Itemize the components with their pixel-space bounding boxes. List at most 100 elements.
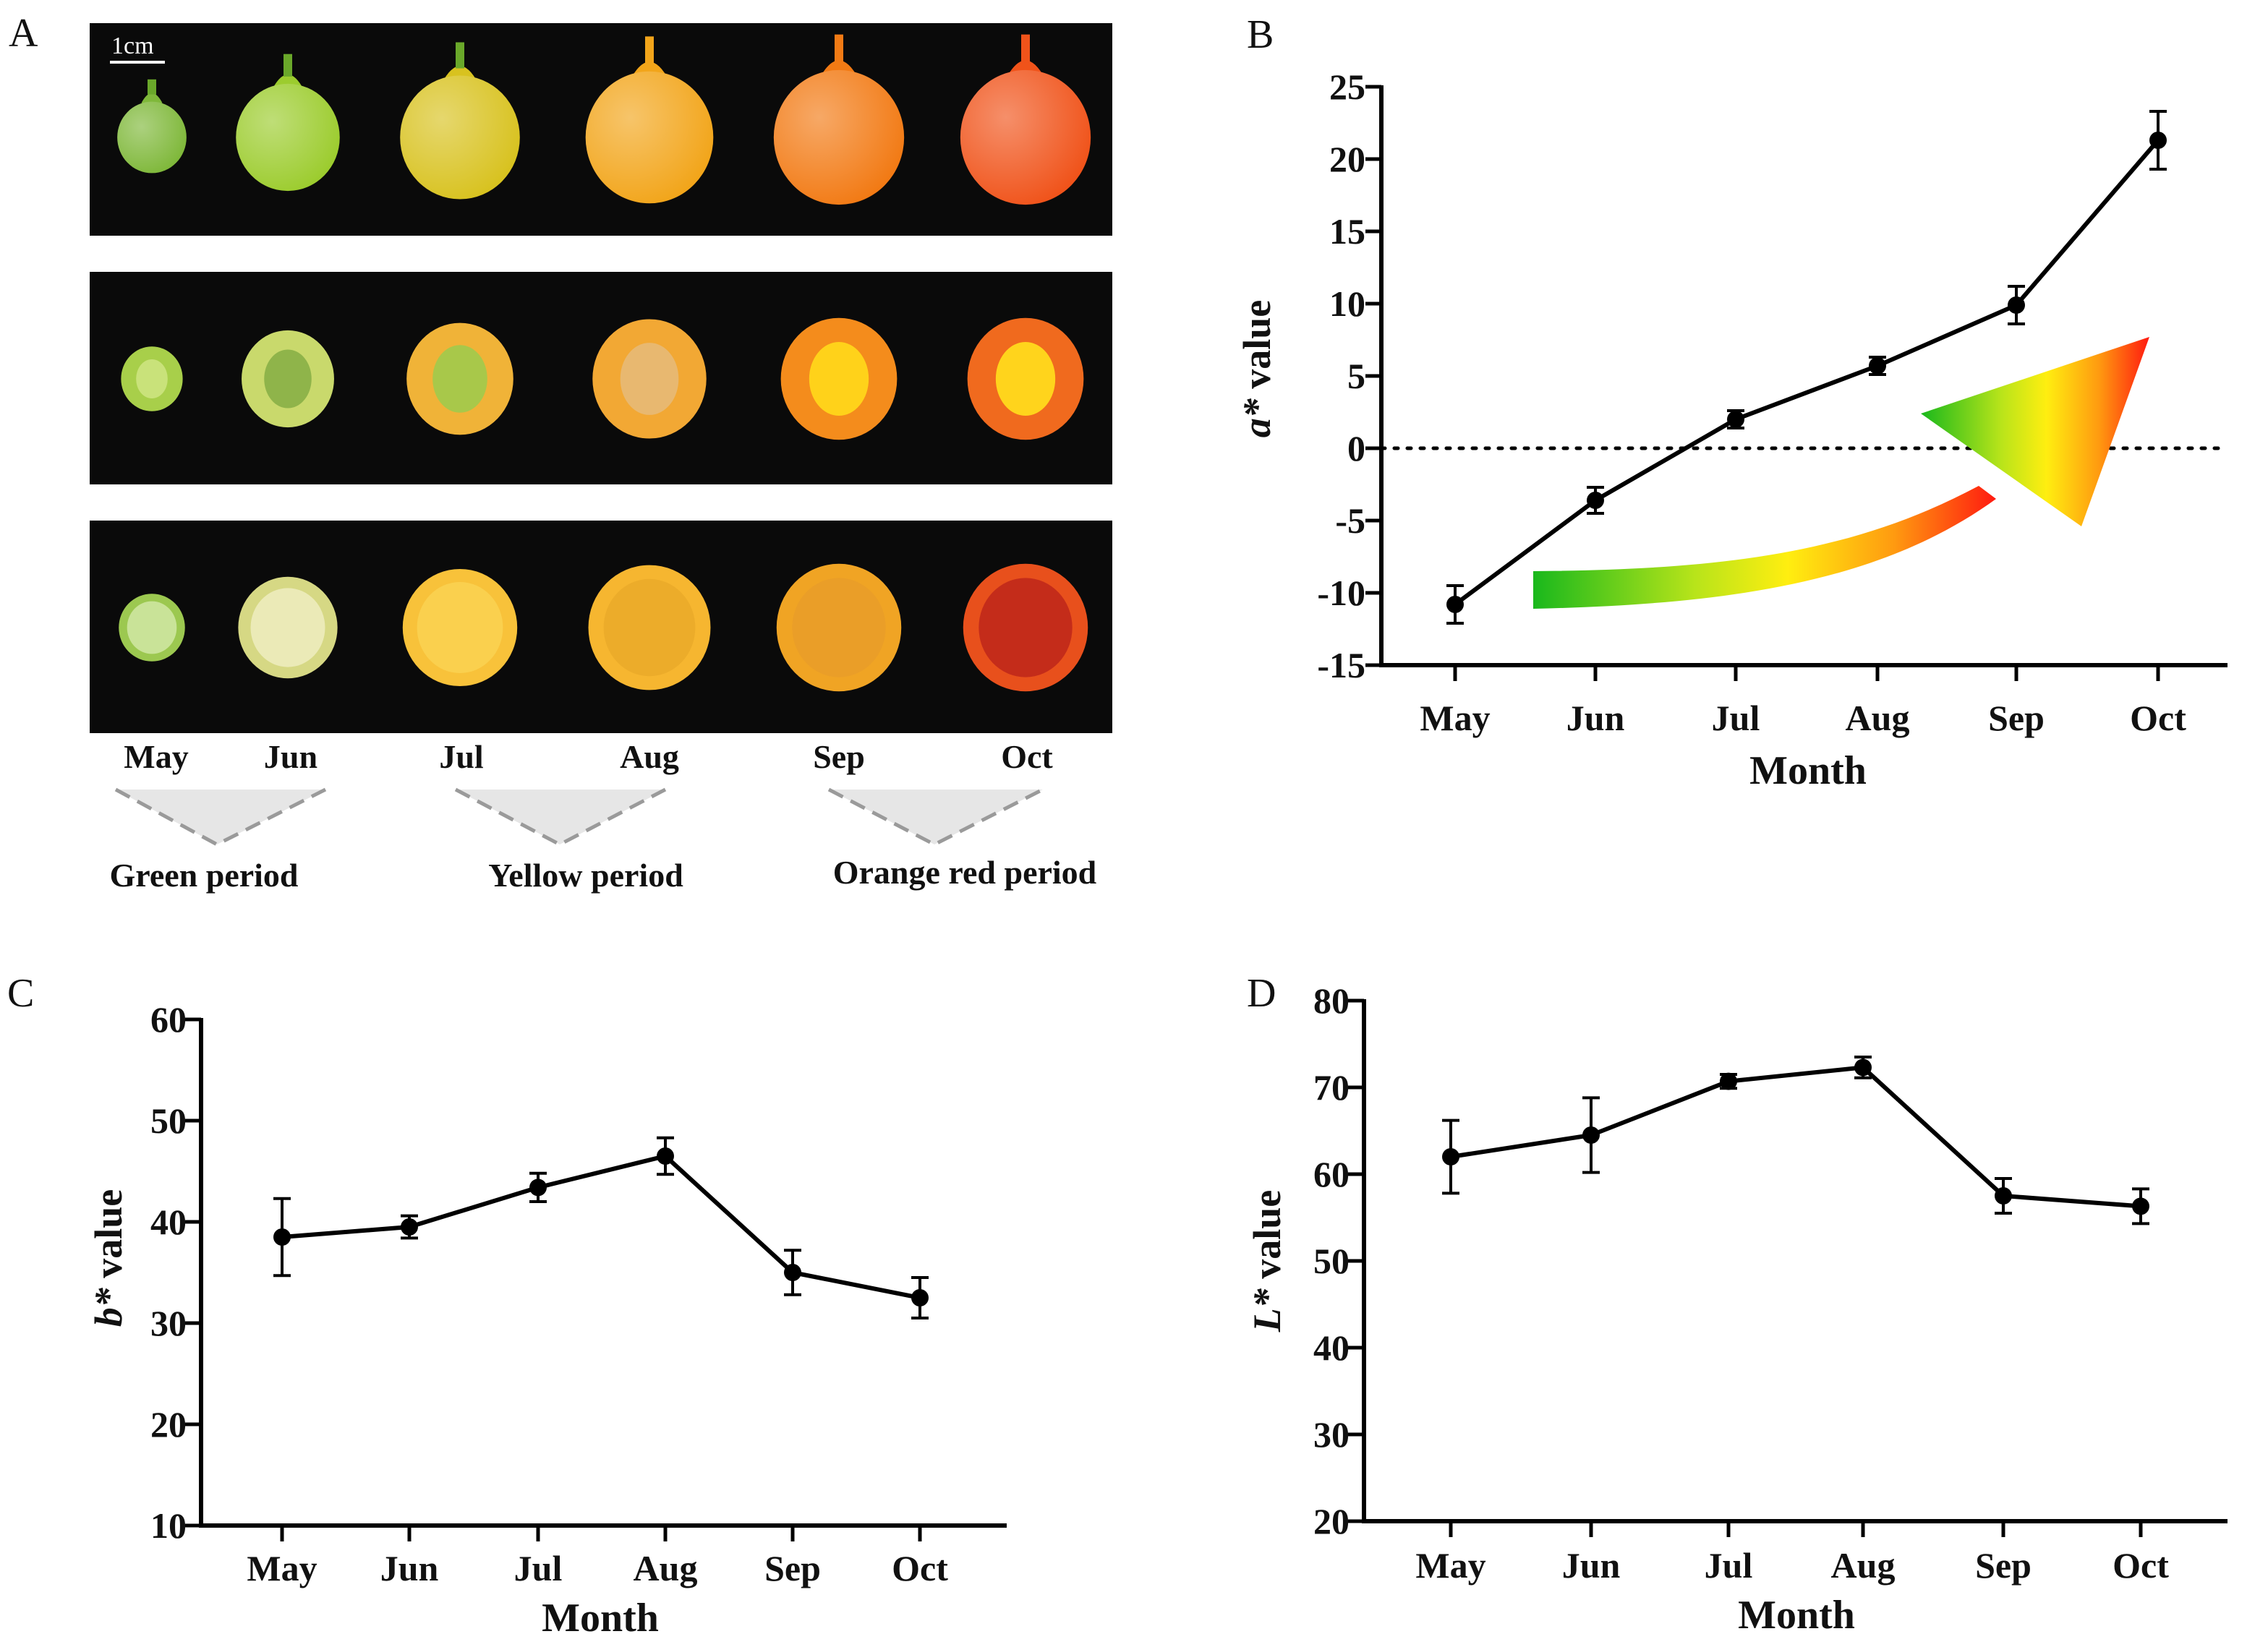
chart-c-point-jul xyxy=(529,1178,547,1197)
chart-d-ytick-label: 20 xyxy=(1313,1501,1350,1541)
photo-label-aug: Aug xyxy=(620,738,679,775)
photo-label-oct: Oct xyxy=(1001,738,1053,775)
chart-b-xlabel: Month xyxy=(1749,748,1867,793)
period-label-green: Green period xyxy=(109,857,298,894)
color-change-arrow xyxy=(1533,337,2149,609)
chart-c-xtick-label: Oct xyxy=(892,1548,948,1588)
fruit-peel-1 xyxy=(119,594,185,662)
chart-b-ytick-label: 10 xyxy=(1329,283,1365,324)
chart-b-xtick-label: Jul xyxy=(1712,698,1760,738)
chart-b-ytick-label: 15 xyxy=(1329,211,1365,252)
fruit-whole-2 xyxy=(236,54,340,192)
chart-c-xlabel: Month xyxy=(542,1596,659,1640)
chart-d-xtick-label: Aug xyxy=(1831,1545,1896,1586)
chart-d-xtick-label: Sep xyxy=(1975,1545,2032,1586)
fruit-whole-6 xyxy=(960,34,1091,205)
fruit-halved-1 xyxy=(121,346,183,411)
chart-d-xtick-label: Jun xyxy=(1562,1545,1621,1586)
chart-c-ytick-label: 30 xyxy=(150,1303,187,1343)
chart-c-point-sep xyxy=(784,1264,801,1281)
chart-b-ytick-label: 20 xyxy=(1329,139,1365,179)
fruit-peel-3 xyxy=(402,569,518,686)
chart-b-ytick-label: -5 xyxy=(1335,500,1365,541)
photo-label-may: May xyxy=(124,738,188,775)
chart-b-point-jun xyxy=(1587,492,1604,509)
period-bracket-green xyxy=(114,787,327,847)
chart-d-point-oct xyxy=(2132,1197,2149,1215)
chart-b-point-aug xyxy=(1869,357,1886,375)
fruit-halved-2 xyxy=(242,330,334,428)
chart-d-ytick-label: 60 xyxy=(1313,1154,1350,1194)
photo-label-sep: Sep xyxy=(813,738,865,775)
chart-b-point-sep xyxy=(2008,296,2025,314)
fruit-halved-3 xyxy=(406,322,513,435)
chart-c-ytick-label: 40 xyxy=(150,1202,187,1242)
chart-b-ytick-label: 5 xyxy=(1347,356,1365,396)
fruit-halved-6 xyxy=(967,317,1084,440)
chart-d-series-line xyxy=(1450,1065,2141,1209)
period-label-orange-red: Orange red period xyxy=(833,854,1097,891)
panel-a-letter: A xyxy=(9,11,38,56)
fruit-halved-5 xyxy=(780,317,898,440)
chart-c-point-jun xyxy=(401,1218,418,1236)
panel-b-letter: B xyxy=(1247,12,1274,57)
panel-c-letter: C xyxy=(7,971,34,1016)
chart-d-ytick-label: 70 xyxy=(1313,1067,1350,1108)
chart-c-point-oct xyxy=(911,1289,929,1306)
chart-d-ytick-label: 30 xyxy=(1313,1414,1350,1455)
chart-b-star: 10 20 30 40 50 60 May Jun Jul Aug Sep Oct Month b* … xyxy=(87,999,1007,1640)
fruit-photos xyxy=(117,34,1091,692)
chart-b-point-jul xyxy=(1727,411,1744,428)
chart-c-point-may xyxy=(273,1228,291,1246)
chart-c-xtick-label: Aug xyxy=(634,1548,698,1588)
chart-d-xlabel: Month xyxy=(1738,1593,1855,1638)
chart-d-point-jun xyxy=(1582,1126,1600,1144)
chart-d-point-aug xyxy=(1854,1058,1872,1077)
chart-d-ytick-label: 40 xyxy=(1313,1327,1350,1368)
chart-c-ytick-label: 60 xyxy=(150,999,187,1040)
fruit-peel-5 xyxy=(776,563,902,692)
chart-b-xtick-label: Sep xyxy=(1988,698,2045,738)
photo-label-jul: Jul xyxy=(439,738,483,775)
fruit-peel-6 xyxy=(963,563,1088,692)
fruit-whole-4 xyxy=(585,36,714,204)
chart-c-xtick-label: May xyxy=(247,1548,317,1588)
fruit-peel-4 xyxy=(588,565,711,690)
chart-c-xtick-label: Jul xyxy=(514,1548,563,1588)
chart-b-point-may xyxy=(1446,596,1464,613)
chart-l-star: 20 30 40 50 60 70 80 May Jun Jul Aug Sep Oct Month L… xyxy=(1245,980,2228,1638)
fruit-peel-2 xyxy=(238,576,338,679)
chart-c-ylabel: b* value xyxy=(87,1189,130,1327)
chart-b-xtick-label: Aug xyxy=(1846,698,1910,738)
chart-b-ylabel: a* value xyxy=(1235,300,1279,438)
chart-b-ytick-label: -10 xyxy=(1317,573,1365,613)
chart-a-star: -15 -10 -5 0 5 10 15 20 25 May Jun Jul Aug Sep Oct Mon… xyxy=(1235,67,2230,793)
fruit-whole-3 xyxy=(400,42,520,200)
chart-d-ytick-label: 50 xyxy=(1313,1241,1350,1281)
period-bracket-yellow xyxy=(454,787,667,847)
panel-d-letter: D xyxy=(1247,971,1276,1016)
chart-d-point-sep xyxy=(1995,1187,2012,1205)
photo-label-jun: Jun xyxy=(264,738,317,775)
period-label-yellow: Yellow period xyxy=(488,857,683,894)
fruit-halved-4 xyxy=(592,319,707,439)
chart-b-xtick-label: May xyxy=(1420,698,1490,738)
chart-d-xtick-label: May xyxy=(1415,1545,1485,1586)
chart-c-xtick-label: Jun xyxy=(380,1548,439,1588)
chart-d-xtick-label: Jul xyxy=(1705,1545,1753,1586)
chart-b-ytick-label: 0 xyxy=(1347,428,1365,469)
chart-c-ytick-label: 50 xyxy=(150,1100,187,1141)
chart-d-point-may xyxy=(1442,1148,1459,1165)
chart-c-ytick-label: 20 xyxy=(150,1404,187,1445)
chart-c-series-line xyxy=(281,1154,921,1300)
fruit-whole-5 xyxy=(773,34,905,205)
chart-d-xtick-label: Oct xyxy=(2113,1545,2169,1586)
chart-b-ytick-label: 25 xyxy=(1329,67,1365,107)
chart-c-point-aug xyxy=(657,1147,674,1165)
chart-d-ylabel: L* value xyxy=(1245,1190,1289,1333)
chart-c-ytick-label: 10 xyxy=(150,1505,187,1546)
chart-b-series-line xyxy=(1454,139,2160,607)
chart-b-xtick-label: Oct xyxy=(2130,698,2186,738)
chart-d-ytick-label: 80 xyxy=(1313,980,1350,1021)
chart-b-point-oct xyxy=(2149,132,2167,149)
